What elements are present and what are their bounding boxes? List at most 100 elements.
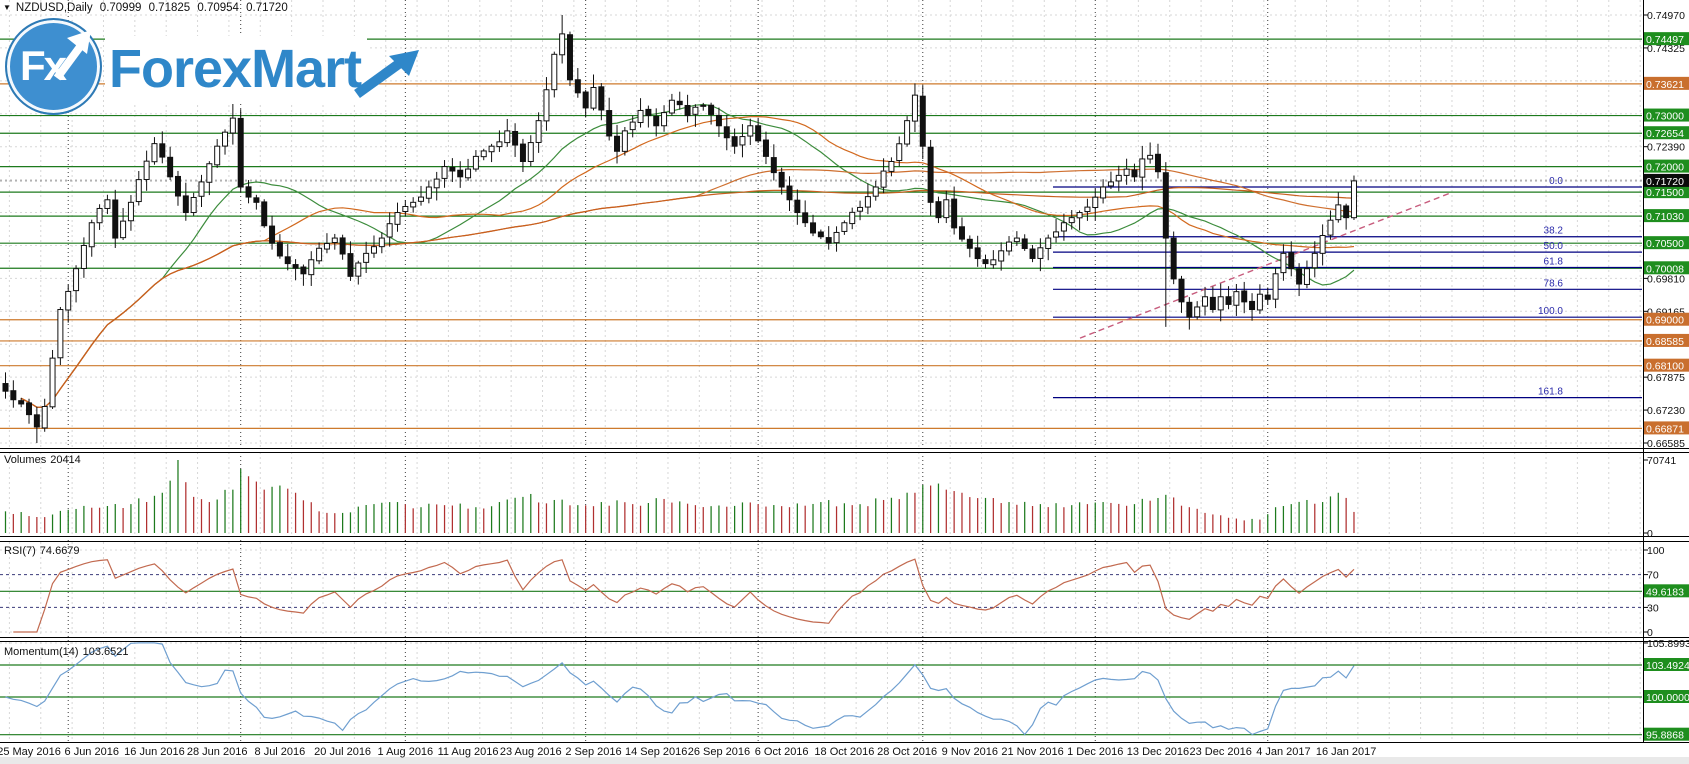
candle-body (237, 117, 244, 188)
date-label: 20 Jul 2016 (314, 746, 371, 758)
candle-body (778, 171, 785, 188)
candle-body (519, 143, 526, 162)
candle-body (104, 199, 111, 209)
date-label: 26 Sep 2016 (688, 746, 750, 758)
candle-body (825, 237, 832, 244)
candle-body (410, 201, 417, 208)
momentum-label: Momentum(14) (4, 646, 79, 658)
volumes-label: Volumes (4, 454, 47, 466)
rsi-label: RSI(7) (4, 545, 36, 557)
candle-body (857, 206, 864, 212)
date-axis: 25 May 2016 6 Jun 2016 16 Jun 2016 28 Jun 2… (0, 746, 1376, 758)
svg-text:49.6183: 49.6183 (1646, 586, 1684, 598)
candle-body (982, 259, 989, 265)
support-resistance-levels (0, 38, 1642, 430)
candle-body (433, 178, 440, 189)
price-badge-green (1644, 261, 1689, 275)
candle-body (527, 142, 534, 162)
candle-body (1107, 181, 1114, 187)
svg-text:0.68100: 0.68100 (1646, 361, 1684, 373)
candle-body (1170, 237, 1177, 280)
candle-body (1053, 231, 1060, 238)
candle-body (1225, 296, 1232, 305)
svg-text:0.74325: 0.74325 (1647, 43, 1685, 55)
candle-body (802, 212, 809, 224)
momentum-pane (0, 642, 1642, 736)
candle-body (1123, 168, 1130, 176)
candle-body (143, 160, 150, 181)
candle-body (1272, 273, 1279, 300)
candle-body (715, 114, 722, 127)
date-label: 21 Nov 2016 (1001, 746, 1063, 758)
candle-body (1264, 294, 1271, 300)
logo-word-mart: Mart (251, 39, 362, 99)
candle-body (73, 268, 80, 292)
logo-circle-arrow-icon (53, 30, 91, 81)
date-label: 18 Oct 2016 (814, 746, 874, 758)
candle-body (1311, 252, 1318, 269)
date-label: 16 Jun 2016 (124, 746, 185, 758)
svg-text:103.4924: 103.4924 (1646, 660, 1689, 672)
candle-body (276, 242, 283, 257)
logo-fx-badge: Fx (5, 18, 102, 115)
ohlc-low: 0.70954 (197, 2, 239, 14)
price-badge-green (1644, 32, 1689, 46)
candle-body (676, 100, 683, 106)
date-label: 11 Aug 2016 (438, 746, 499, 758)
svg-text:0.74497: 0.74497 (1646, 34, 1684, 46)
price-badge-green (1644, 108, 1689, 122)
candle-body (33, 414, 40, 428)
candle-body (206, 163, 213, 183)
candle-body (214, 145, 221, 166)
candle-body (1217, 296, 1224, 311)
date-label: 1 Dec 2016 (1067, 746, 1123, 758)
candle-body (1288, 252, 1295, 270)
candle-body (355, 262, 362, 277)
candle-body (998, 250, 1005, 262)
candle-body (637, 109, 644, 124)
candle-body (472, 155, 479, 170)
candle-body (41, 406, 48, 429)
svg-text:0.71030: 0.71030 (1646, 211, 1684, 223)
candle-body (888, 160, 895, 172)
svg-text:0.67875: 0.67875 (1647, 372, 1685, 384)
candle-body (465, 168, 472, 179)
candle-body (731, 136, 738, 147)
date-label: 6 Oct 2016 (755, 746, 809, 758)
date-label: 14 Sep 2016 (625, 746, 687, 758)
svg-text:0.69000: 0.69000 (1646, 315, 1684, 327)
ohlc-open: 0.70999 (99, 2, 142, 14)
candle-body (1068, 217, 1075, 224)
candle-body (1060, 222, 1067, 232)
candle-body (292, 264, 299, 269)
svg-text:0.66585: 0.66585 (1647, 438, 1685, 450)
candle-body (1194, 306, 1201, 318)
svg-text:38.2: 38.2 (1544, 226, 1564, 237)
svg-text:0.72654: 0.72654 (1646, 128, 1684, 140)
candle-body (614, 135, 621, 152)
momentum-level-badge (1644, 657, 1689, 671)
symbol-dropdown-marker-icon[interactable]: ▼ (3, 3, 11, 12)
candle-body (167, 156, 174, 178)
candle-body (943, 199, 950, 219)
svg-text:0: 0 (1647, 528, 1653, 540)
candle-body (441, 166, 448, 179)
candle-body (974, 247, 981, 260)
candles-layer (2, 15, 1357, 444)
candle-body (174, 175, 181, 197)
candle-body (1319, 235, 1326, 254)
volumes-indicator-label: Volumes 20414 (4, 454, 85, 466)
candle-body (65, 290, 72, 311)
vertical-gridlines (8, 0, 1641, 741)
candle-body (18, 400, 25, 405)
price-axis: 0.749700.743250.723900.698100.691650.678… (1643, 10, 1689, 742)
candle-body (700, 104, 707, 107)
logo-wordmark-arrow-icon (354, 50, 419, 99)
chart-title: ▼ NZDUSD,Daily 0.70999 0.71825 0.70954 0.… (3, 2, 292, 14)
candle-body (590, 86, 597, 109)
price-badge-orange (1644, 358, 1689, 372)
candle-body (817, 231, 824, 238)
candle-body (245, 186, 252, 198)
candle-body (1076, 212, 1083, 219)
